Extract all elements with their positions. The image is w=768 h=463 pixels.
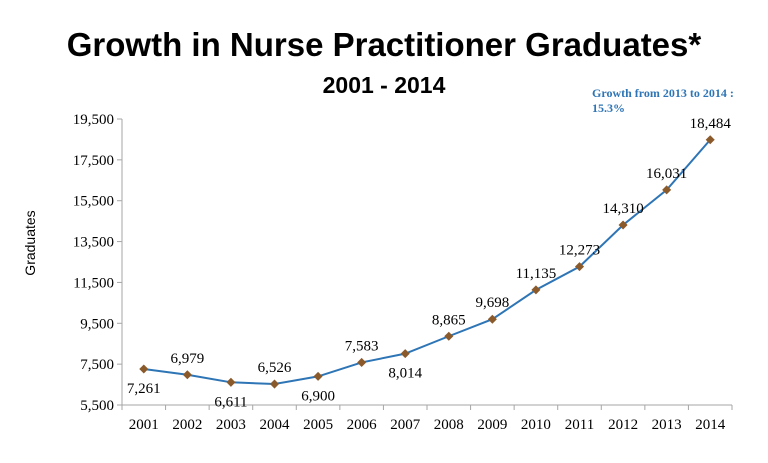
x-tick-label: 2013 <box>652 417 682 433</box>
y-tick-label: 19,500 <box>73 112 114 128</box>
data-label: 16,031 <box>646 166 687 182</box>
x-tick-label: 2006 <box>347 417 378 433</box>
x-tick-label: 2011 <box>565 417 594 433</box>
y-tick-label: 15,500 <box>73 194 114 210</box>
y-tick-label: 7,500 <box>80 357 114 373</box>
data-label: 6,900 <box>301 388 335 404</box>
data-point-marker <box>313 371 323 381</box>
data-label: 7,583 <box>345 338 379 354</box>
x-tick-label: 2001 <box>129 417 159 433</box>
x-tick-label: 2005 <box>303 417 333 433</box>
x-tick-label: 2008 <box>434 417 464 433</box>
data-label: 9,698 <box>475 295 509 311</box>
data-label: 8,865 <box>432 312 466 328</box>
data-label: 6,526 <box>258 360 292 376</box>
data-label: 14,310 <box>602 201 643 217</box>
y-tick-label: 17,500 <box>73 153 114 169</box>
x-tick-label: 2014 <box>695 417 726 433</box>
data-label: 6,979 <box>170 351 204 367</box>
data-label: 7,261 <box>127 381 161 397</box>
data-label: 6,611 <box>214 394 247 410</box>
data-point-marker <box>226 377 236 387</box>
data-point-marker <box>357 357 367 367</box>
data-point-marker <box>182 370 192 380</box>
data-point-marker <box>139 364 149 374</box>
data-label: 12,273 <box>559 243 600 259</box>
series-line <box>143 139 711 386</box>
x-tick-label: 2007 <box>390 417 421 433</box>
data-label: 11,135 <box>516 266 557 282</box>
data-label: 18,484 <box>690 116 732 132</box>
y-tick-label: 5,500 <box>80 398 114 414</box>
growth-annotation: Growth from 2013 to 2014 : 15.3% <box>592 86 734 115</box>
x-tick-label: 2003 <box>216 417 246 433</box>
x-tick-label: 2009 <box>477 417 507 433</box>
x-tick-label: 2002 <box>172 417 202 433</box>
data-point-marker <box>269 379 280 389</box>
x-tick-label: 2010 <box>521 417 551 433</box>
y-tick-label: 13,500 <box>73 235 114 251</box>
data-point-marker <box>444 331 454 341</box>
data-label: 8,014 <box>388 366 422 382</box>
y-tick-label: 9,500 <box>80 316 114 332</box>
chart-title: Growth in Nurse Practitioner Graduates* <box>66 26 702 63</box>
chart-subtitle: 2001 - 2014 <box>322 72 446 98</box>
y-tick-label: 11,500 <box>73 275 114 291</box>
x-tick-label: 2004 <box>260 417 291 433</box>
data-point-marker <box>400 349 410 359</box>
x-tick-label: 2012 <box>608 417 638 433</box>
